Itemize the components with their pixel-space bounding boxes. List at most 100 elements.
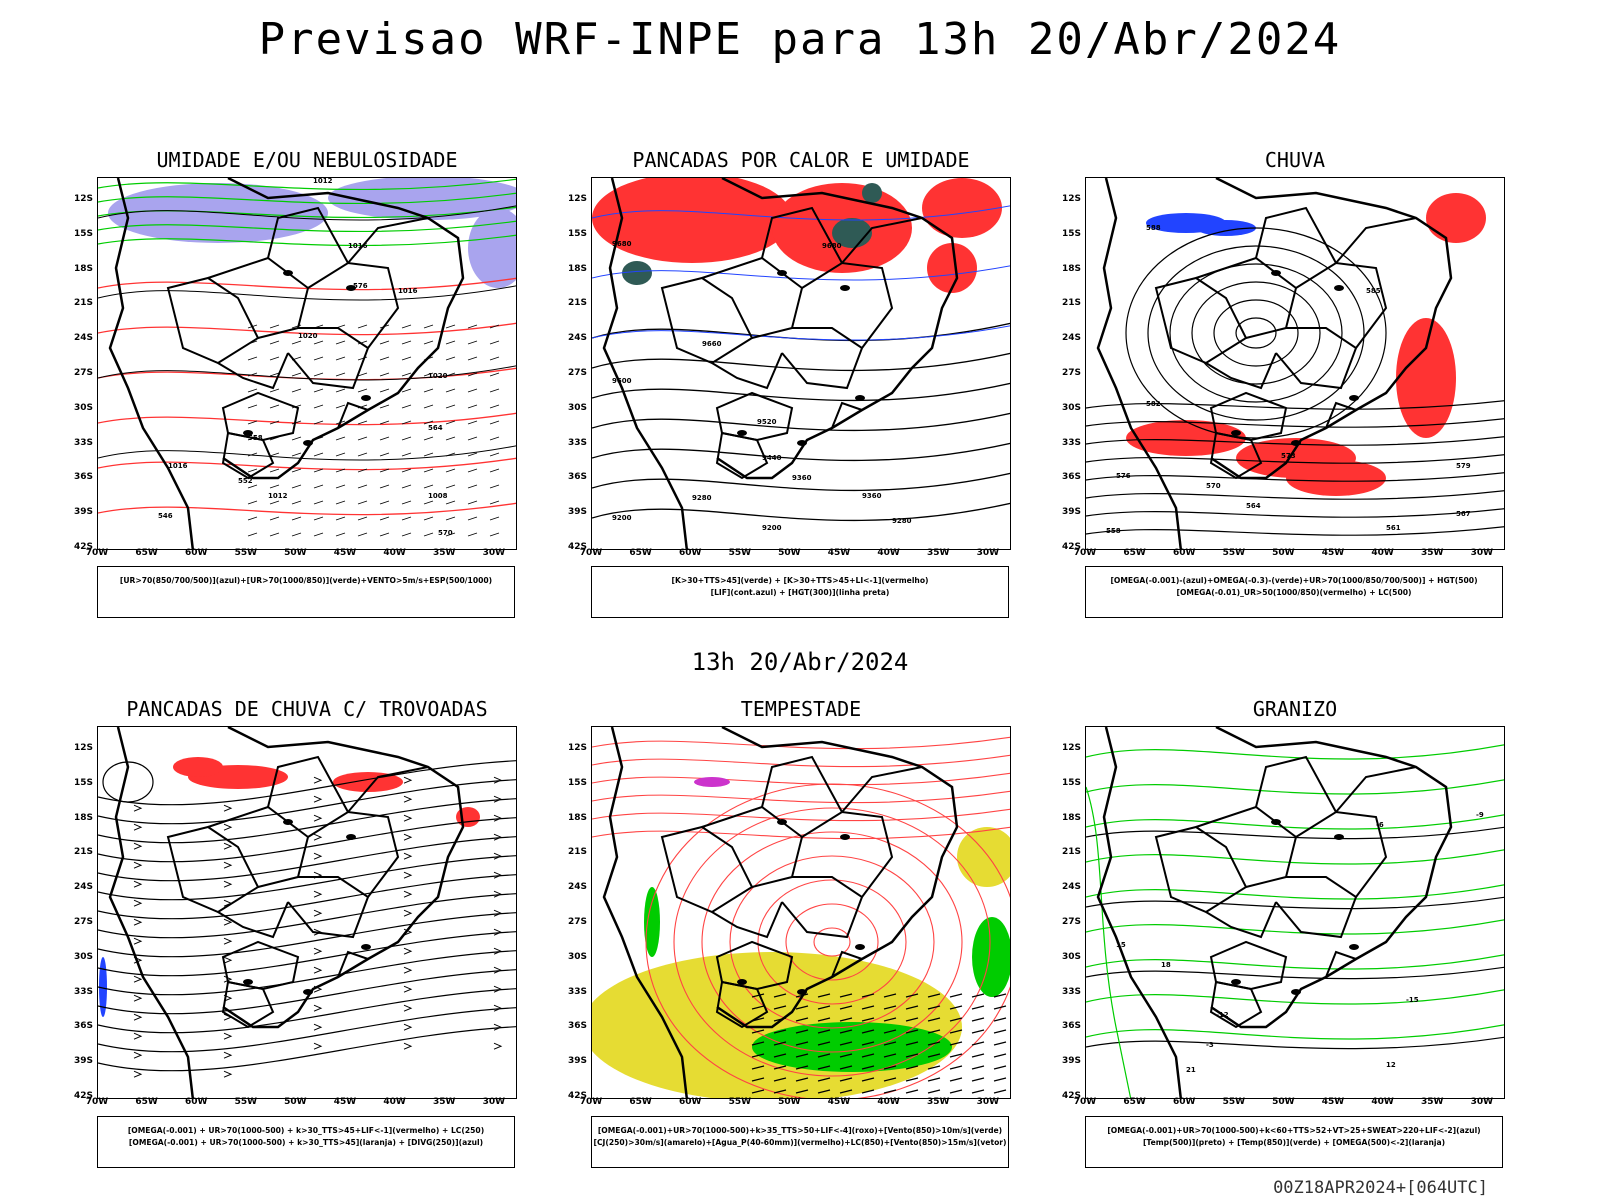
contour-label: 9200 xyxy=(612,514,632,522)
panel-legend: [OMEGA(-0.001)+UR>70(1000-500)+k>35_TTS>… xyxy=(591,1116,1009,1168)
longitude-tick-label: 60W xyxy=(1172,1097,1196,1107)
latitude-tick-label: 15S xyxy=(73,228,93,239)
longitude-tick-label: 65W xyxy=(135,548,158,558)
latitude-tick-label: 39S xyxy=(1061,1056,1081,1067)
longitude-tick-label: 40W xyxy=(383,548,406,558)
longitude-tick-label: 35W xyxy=(432,1097,456,1107)
latitude-tick-label: 33S xyxy=(1061,437,1081,448)
contour-label: 1016 xyxy=(168,462,188,470)
longitude-tick-label: 50W xyxy=(284,1097,307,1107)
contour-label: 582 xyxy=(1146,400,1161,408)
legend-line: [OMEGA(-0.001)+UR>70(1000-500)+k>35_TTS>… xyxy=(597,1126,1003,1135)
longitude-tick-label: 30W xyxy=(1470,1097,1494,1107)
longitude-tick-label: 65W xyxy=(135,1097,158,1107)
contour-label: 9680 xyxy=(612,240,632,248)
latitude-tick-label: 24S xyxy=(1061,333,1081,344)
contour-label: 570 xyxy=(1206,482,1221,490)
forecast-map: -6 -9 -12 -15 -3 12 15 18 21 xyxy=(1085,726,1505,1099)
contour-label: 9520 xyxy=(757,418,777,426)
latitude-tick-label: 39S xyxy=(567,1056,587,1067)
latitude-tick-label: 30S xyxy=(567,951,587,962)
legend-line: [OMEGA(-0.001) + UR>70(1000-500) + k>30_… xyxy=(127,1126,485,1135)
latitude-tick-label: 18S xyxy=(567,263,587,274)
latitude-tick-label: 12S xyxy=(73,743,93,753)
contour-label: 579 xyxy=(1456,462,1471,470)
latitude-tick-label: 33S xyxy=(567,986,587,997)
panel-title: CHUVA xyxy=(1264,148,1326,172)
contour-label: 15 xyxy=(1116,941,1126,949)
latitude-tick-label: 24S xyxy=(73,333,93,344)
longitude-tick-label: 30W xyxy=(482,1097,506,1107)
latitude-tick-label: 12S xyxy=(567,194,587,204)
legend-line: [OMEGA(-0.001)-(azul)+OMEGA(-0.3)-(verde… xyxy=(1110,576,1478,585)
latitude-tick-label: 12S xyxy=(1061,194,1081,204)
longitude-tick-label: 70W xyxy=(1073,548,1097,558)
longitude-tick-label: 50W xyxy=(1272,1097,1295,1107)
contour-label: 12 xyxy=(1386,1061,1396,1069)
latitude-tick-label: 21S xyxy=(73,847,93,858)
longitude-tick-label: 60W xyxy=(678,548,702,558)
longitude-tick-label: 70W xyxy=(85,1097,109,1107)
latitude-tick-label: 30S xyxy=(1061,951,1081,962)
legend-line: [CJ(250)>30m/s](amarelo)+[Agua_P(40-60mm… xyxy=(593,1138,1007,1147)
longitude-tick-label: 50W xyxy=(1272,548,1295,558)
longitude-tick-label: 55W xyxy=(728,1097,752,1107)
contour-label: 552 xyxy=(238,477,253,485)
contour-label: 9660 xyxy=(702,340,722,348)
latitude-tick-label: 42S xyxy=(1061,1091,1081,1101)
longitude-tick-label: 30W xyxy=(976,1097,1000,1107)
forecast-map xyxy=(97,726,517,1099)
longitude-tick-label: 40W xyxy=(1371,548,1394,558)
mid-date-label: 13h 20/Abr/2024 xyxy=(691,648,909,676)
panel-title: TEMPESTADE xyxy=(740,697,862,721)
longitude-tick-label: 40W xyxy=(1371,1097,1394,1107)
longitude-tick-label: 65W xyxy=(1123,548,1146,558)
latitude-tick-label: 18S xyxy=(73,812,93,823)
latitude-tick-label: 15S xyxy=(73,777,93,788)
longitude-tick-label: 35W xyxy=(926,1097,950,1107)
latitude-tick-label: 36S xyxy=(73,1021,93,1032)
latitude-tick-label: 33S xyxy=(73,437,93,448)
longitude-tick-label: 65W xyxy=(629,1097,652,1107)
latitude-tick-label: 39S xyxy=(73,507,93,518)
panel-legend: [OMEGA(-0.001)-(azul)+OMEGA(-0.3)-(verde… xyxy=(1085,566,1503,618)
latitude-tick-label: 42S xyxy=(567,1091,587,1101)
footer-timestamp: 00Z18APR2024+[064UTC] xyxy=(1273,1178,1488,1198)
latitude-tick-label: 30S xyxy=(1061,402,1081,413)
latitude-tick-label: 42S xyxy=(73,1091,93,1101)
latitude-tick-label: 21S xyxy=(567,847,587,858)
latitude-tick-label: 30S xyxy=(567,402,587,413)
longitude-tick-label: 35W xyxy=(926,548,950,558)
contour-label: 546 xyxy=(158,512,173,520)
latitude-tick-label: 33S xyxy=(567,437,587,448)
latitude-tick-label: 42S xyxy=(1061,542,1081,552)
latitude-tick-label: 15S xyxy=(567,228,587,239)
contour-label: 1016 xyxy=(348,242,368,250)
latitude-tick-label: 21S xyxy=(1061,847,1081,858)
longitude-tick-label: 55W xyxy=(1222,548,1246,558)
legend-line: [OMEGA(-0.001)+UR>70(1000-500)+k<60+TTS>… xyxy=(1107,1126,1481,1135)
latitude-tick-label: 12S xyxy=(73,194,93,204)
longitude-tick-label: 50W xyxy=(284,548,307,558)
contour-label: -3 xyxy=(1206,1041,1214,1049)
longitude-tick-label: 60W xyxy=(184,548,208,558)
latitude-tick-label: 15S xyxy=(567,777,587,788)
latitude-tick-label: 24S xyxy=(1061,882,1081,893)
contour-label: 1020 xyxy=(428,372,448,380)
longitude-tick-label: 70W xyxy=(579,548,603,558)
contour-label: 9280 xyxy=(892,517,912,525)
contour-label: -6 xyxy=(1376,821,1384,829)
longitude-tick-label: 55W xyxy=(728,548,752,558)
longitude-tick-label: 45W xyxy=(333,1097,357,1107)
forecast-map xyxy=(591,726,1011,1099)
latitude-tick-label: 24S xyxy=(567,333,587,344)
legend-line: [LIF](cont.azul) + [HGT(300)](linha pret… xyxy=(710,588,890,597)
longitude-tick-label: 70W xyxy=(85,548,109,558)
latitude-tick-label: 18S xyxy=(73,263,93,274)
latitude-tick-label: 33S xyxy=(1061,986,1081,997)
longitude-tick-label: 40W xyxy=(877,548,900,558)
contour-label: 1012 xyxy=(313,178,333,185)
contour-label: 21 xyxy=(1186,1066,1196,1074)
latitude-tick-label: 21S xyxy=(567,298,587,309)
latitude-tick-label: 21S xyxy=(1061,298,1081,309)
